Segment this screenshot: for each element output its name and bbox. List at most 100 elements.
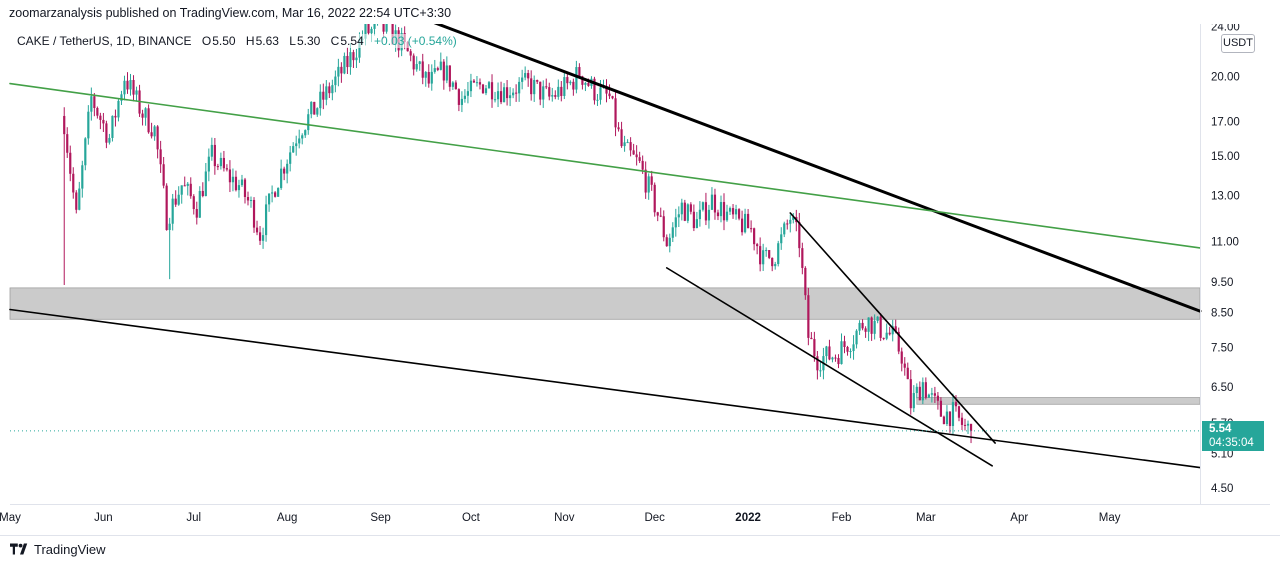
candle-body [864,328,867,332]
candle-2022-02-13 [876,316,879,324]
price-tick-label: 9.50 [1211,277,1233,289]
candle-body [99,115,102,120]
candle-body [611,96,614,99]
candle-2021-12-18 [704,192,708,226]
candle-body [533,80,536,95]
candle-2021-05-27 [87,105,90,145]
price-tick-label: 8.50 [1211,308,1233,320]
candle-body [894,326,897,332]
candle-2021-09-03 [385,24,388,34]
candle-body [753,228,756,245]
candle-2021-08-16 [331,79,334,101]
time-tick-label: Nov [554,512,575,524]
candle-2021-08-05 [298,129,301,149]
candle-body [689,204,692,212]
candle-body [509,95,512,99]
quote-currency-button[interactable]: USDT [1221,34,1255,53]
candle-2021-06-03 [108,133,111,145]
candle-2021-11-17 [611,95,614,100]
candle-body [328,86,331,94]
candle-2022-02-15 [882,337,885,341]
legend-open: 5.50 [212,34,236,48]
candle-2021-06-26 [177,186,180,206]
candle-2022-02-17 [888,326,891,336]
candle-body [415,64,418,70]
candle-2022-01-01 [747,209,750,229]
candle-2022-03-04 [933,386,936,403]
candle-body [789,219,792,224]
candle-2022-01-11 [777,240,780,267]
candle-2021-06-29 [186,181,189,196]
candle-2021-08-20 [343,52,346,75]
wedge-upper-line [789,212,996,444]
candle-2021-07-18 [243,177,247,204]
candle-body [277,188,280,197]
candle-2021-10-27 [548,82,551,101]
candle-2021-06-27 [180,185,183,204]
candle-2021-08-10 [313,101,316,115]
candle-2022-01-21 [807,287,810,346]
legend-high: 5.63 [255,34,279,48]
candle-body [819,370,822,372]
candle-body [144,108,147,118]
candle-2021-07-30 [280,159,283,190]
candle-2022-01-30 [834,354,837,362]
candle-body [261,235,265,241]
candle-2021-06-11 [132,75,135,102]
candle-2022-01-14 [786,219,789,230]
candle-body [725,211,729,221]
candle-2022-01-27 [825,345,828,364]
candle-2021-11-03 [569,80,572,86]
candle-2021-11-19 [617,122,620,132]
candle-body [132,80,135,95]
candle-2022-02-22 [903,357,906,376]
candle-body [286,163,289,174]
candle-body [665,237,668,247]
candle-body [768,250,771,258]
candle-body [93,96,96,108]
candle-2021-12-13 [689,202,692,215]
candle-body [298,138,301,144]
candle-body [165,185,168,230]
candle-body [816,356,819,371]
candle-2022-03-13 [960,412,964,430]
candle-body [421,61,424,78]
candle-body [135,90,138,95]
candle-body [713,194,717,213]
candle-body [692,211,695,229]
price-tick-label: 7.50 [1211,342,1233,354]
price-chart[interactable]: 24.00 20.00 17.00 15.00 13.00 11.00 9.50 8.50 7.… [0,24,1280,536]
candle-2021-06-08 [123,75,126,101]
candle-body [198,190,201,218]
candle-2021-06-09 [126,72,129,94]
candle-2021-09-21 [439,52,442,71]
candle-2021-06-19 [156,125,159,159]
candle-body [548,87,551,97]
candle-2022-03-15 [966,420,970,434]
candle-2021-12-20 [710,187,714,210]
candle-body [177,194,180,205]
candle-body [747,213,750,229]
candle-2021-08-14 [325,80,328,106]
candle-body [174,198,177,205]
candle-body [828,346,831,360]
candle-body [644,169,647,193]
candle-2021-11-21 [623,135,626,152]
candle-body [879,316,882,338]
candle-2021-07-19 [246,191,250,206]
candle-body [505,87,509,99]
candle-body [698,209,701,220]
candle-2021-12-06 [668,233,671,253]
candle-body [596,99,599,101]
candle-2022-02-01 [840,333,843,365]
price-tick-label: 13.00 [1211,190,1240,202]
candle-2021-11-29 [647,173,650,200]
footer[interactable]: TradingView [10,540,106,558]
candle-body [66,134,69,153]
candle-body [831,357,834,360]
candle-body [656,212,659,216]
candle-body [771,257,774,267]
legend-close-label: C [330,34,340,48]
candle-2021-09-30 [466,81,470,104]
chart-area[interactable]: 24.00 20.00 17.00 15.00 13.00 11.00 9.50 8.50 7.… [0,24,1280,536]
